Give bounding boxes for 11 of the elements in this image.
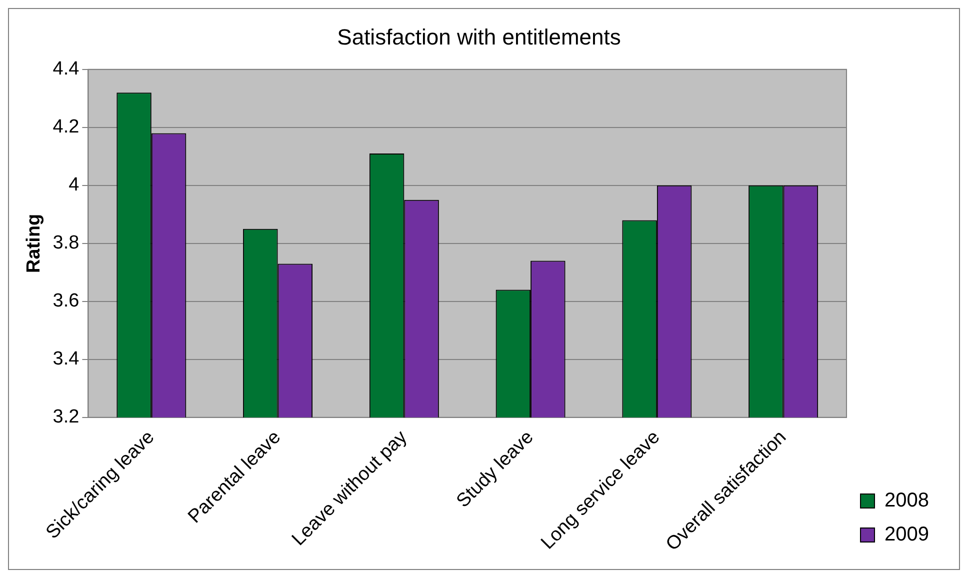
y-axis-title: Rating <box>24 214 45 273</box>
chart-title: Satisfaction with entitlements <box>337 24 621 50</box>
y-tick-label: 4.4 <box>52 58 80 80</box>
legend-label: 2008 <box>884 490 930 512</box>
y-tick-label: 3.8 <box>52 232 80 254</box>
legend-label: 2009 <box>884 524 930 546</box>
y-tick-label: 4.2 <box>52 116 80 138</box>
y-tick-label: 3.6 <box>52 290 80 312</box>
y-tick-label: 3.4 <box>52 348 80 370</box>
y-tick-label: 4 <box>68 174 80 196</box>
y-tick-label: 3.2 <box>52 406 80 428</box>
